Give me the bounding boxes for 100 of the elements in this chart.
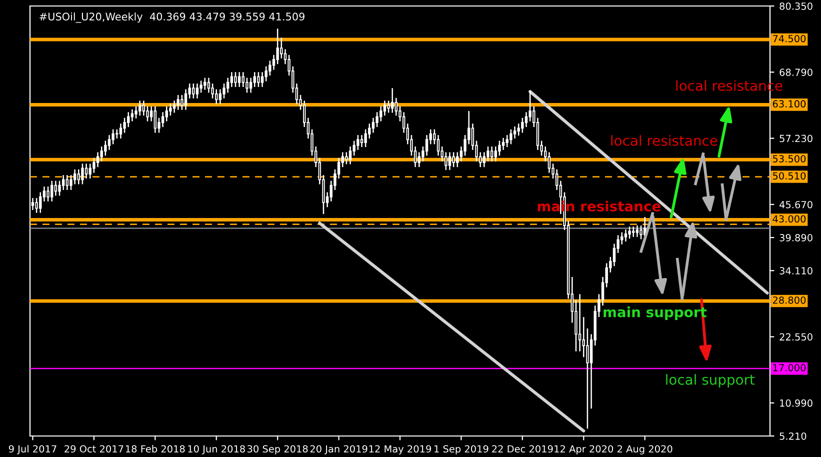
candlestick [242, 71, 245, 88]
candlestick [372, 117, 375, 134]
candlestick [234, 71, 237, 88]
candlestick [494, 146, 497, 162]
candlestick [517, 122, 520, 136]
candlestick [192, 82, 195, 100]
candlestick [207, 77, 210, 94]
candlestick [348, 146, 352, 165]
candlestick [502, 137, 505, 151]
x-tick-label: 30 Sep 2018 [248, 445, 308, 454]
candlestick [636, 224, 639, 238]
y-tick-label: 39.890 [780, 234, 812, 242]
candlestick [510, 128, 512, 145]
candlestick [356, 134, 360, 151]
candlestick [39, 192, 42, 214]
candlestick [238, 71, 241, 88]
candlestick [165, 106, 168, 122]
candlestick [612, 243, 616, 267]
candlestick [62, 174, 65, 191]
y-tick-label: 45.670 [780, 200, 812, 208]
candlestick [77, 168, 80, 185]
candlestick [215, 88, 218, 105]
y-tick-label: 57.230 [780, 134, 812, 142]
candlestick [46, 186, 50, 202]
candlestick [81, 163, 84, 185]
candlestick [130, 108, 134, 122]
candlestick [108, 134, 111, 151]
candlestick [154, 106, 157, 134]
candlestick [425, 134, 428, 156]
candlestick [360, 134, 364, 148]
x-tick-label: 22 Dec 2019 [492, 445, 553, 453]
x-tick-label: 29 Oct 2017 [64, 445, 124, 453]
y-tick-label: 10.990 [780, 399, 812, 407]
annotation: local support [666, 374, 755, 388]
candlestick [218, 88, 222, 105]
x-tick-label: 10 Jun 2018 [188, 445, 245, 454]
candlestick [548, 152, 551, 174]
ref-line-label: 53.500 [772, 155, 806, 162]
candlestick [230, 71, 234, 88]
candlestick [142, 100, 146, 116]
x-tick-label: 9 Jul 2017 [8, 445, 56, 454]
candlestick [54, 180, 58, 196]
candlestick [249, 77, 252, 94]
candlestick [620, 232, 624, 245]
candlestick [387, 100, 390, 114]
x-tick-label: 12 Apr 2020 [554, 445, 614, 454]
candlestick [448, 152, 452, 171]
candlestick [161, 112, 164, 128]
candlestick [390, 87, 394, 114]
candlestick [394, 97, 398, 116]
candlestick [524, 112, 528, 128]
candlestick [116, 128, 118, 140]
x-tick-label: 12 May 2019 [369, 445, 432, 454]
candlestick [138, 100, 142, 116]
candlestick [73, 168, 76, 185]
candlestick [444, 152, 448, 171]
candlestick [253, 71, 256, 88]
candlestick [196, 82, 199, 100]
ref-line-label: 63.100 [772, 100, 806, 108]
candlestick [119, 122, 122, 140]
x-tick-label: 2 Aug 2020 [618, 445, 672, 454]
candlestick [84, 163, 88, 180]
candlestick [436, 134, 440, 156]
candlestick [578, 294, 582, 352]
candlestick [180, 94, 184, 110]
text: #USOil_U20,Weekly 40.369 43.479 39.559 41.509 [40, 12, 304, 23]
candlestick [50, 180, 54, 202]
ref-line-label: 74.500 [773, 34, 806, 42]
candlestick [127, 112, 130, 128]
y-tick-label: 5.210 [780, 432, 806, 440]
candlestick [35, 197, 38, 214]
candlestick [513, 126, 516, 140]
candlestick [628, 226, 631, 240]
candlestick [482, 152, 486, 168]
candlestick [624, 228, 628, 242]
ref-line-label: 28.800 [772, 296, 806, 304]
candlestick [506, 134, 508, 148]
candlestick [345, 152, 348, 165]
x-tick-label: 20 Jan 2019 [310, 445, 368, 454]
ref-line-label: 43.000 [772, 215, 806, 223]
candlestick [96, 152, 100, 168]
candlestick [456, 152, 459, 168]
x-tick-label: 18 Feb 2018 [126, 445, 185, 453]
y-tick-label: 34.110 [780, 267, 812, 274]
candlestick [176, 94, 180, 110]
candlestick [260, 71, 264, 88]
candlestick [172, 100, 176, 114]
candlestick [632, 226, 635, 238]
candlestick [226, 77, 230, 94]
candlestick [380, 106, 382, 122]
candlestick [364, 128, 367, 148]
candlestick [383, 100, 386, 116]
candlestick [204, 77, 206, 90]
candlestick [88, 163, 92, 180]
x-tick-label: 1 Sep 2019 [434, 445, 488, 454]
candlestick [640, 224, 642, 240]
ref-line-label: 50.510 [772, 172, 806, 180]
annotation: local resistance [611, 135, 718, 146]
candlestick [490, 146, 494, 162]
candlestick [66, 174, 69, 191]
